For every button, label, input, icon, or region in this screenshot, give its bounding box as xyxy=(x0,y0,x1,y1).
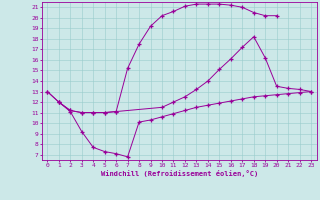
X-axis label: Windchill (Refroidissement éolien,°C): Windchill (Refroidissement éolien,°C) xyxy=(100,170,258,177)
